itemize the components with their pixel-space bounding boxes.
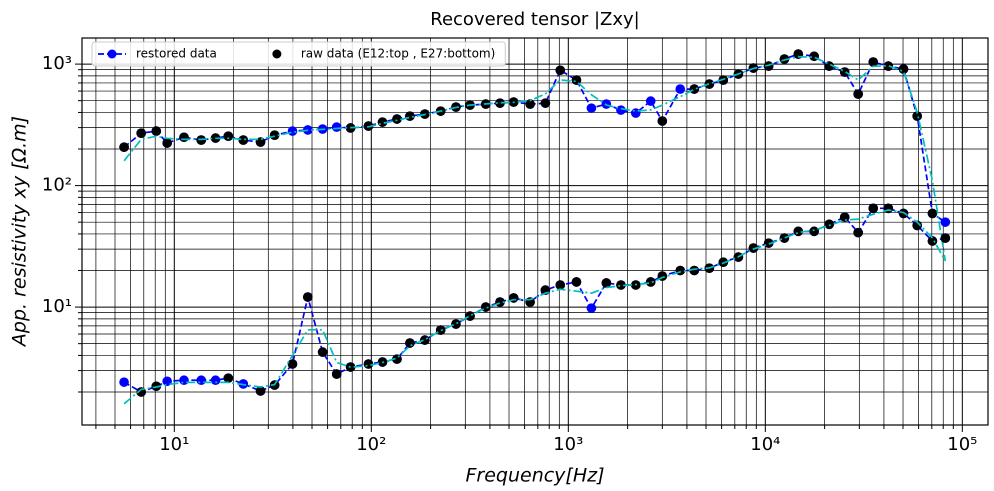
y-tick-label: 10¹	[42, 296, 72, 317]
data-point	[331, 369, 342, 379]
data-point	[420, 335, 430, 345]
data-point	[675, 265, 686, 276]
x-tick-label: 10³	[553, 434, 583, 455]
data-point	[630, 108, 641, 118]
data-point	[912, 220, 922, 231]
x-tick-label: 10⁵	[947, 434, 977, 455]
data-point	[571, 277, 582, 287]
data-point	[525, 99, 535, 109]
legend-marker	[272, 49, 282, 59]
legend-marker	[107, 49, 117, 59]
y-tick-label: 10²	[42, 175, 72, 196]
data-point	[645, 96, 656, 106]
data-point	[405, 338, 415, 348]
data-point	[465, 311, 475, 321]
data-point	[853, 227, 863, 238]
data-point	[824, 219, 835, 230]
data-point	[839, 212, 850, 222]
data-point	[689, 84, 700, 94]
data-point	[868, 203, 879, 214]
data-point	[196, 375, 207, 386]
data-point	[223, 373, 234, 383]
data-point	[940, 217, 951, 227]
data-point	[793, 226, 804, 237]
data-point	[555, 65, 566, 76]
series-line	[123, 55, 947, 262]
data-point	[119, 377, 129, 387]
plot-frame	[81, 37, 989, 426]
data-point	[210, 375, 221, 386]
y-tick-label: 10³	[42, 53, 72, 74]
data-point	[779, 233, 790, 243]
x-axis-label: Frequency[Hz]	[465, 465, 604, 487]
data-point	[616, 280, 626, 290]
data-point	[302, 292, 313, 302]
data-point	[238, 135, 249, 145]
legend: restored data raw data (E12:top , E27:bot…	[91, 41, 506, 67]
data-point	[495, 98, 505, 108]
data-point	[136, 128, 146, 138]
data-point	[927, 208, 938, 219]
data-point	[525, 297, 535, 307]
data-point	[883, 61, 894, 71]
data-point	[540, 98, 551, 108]
data-point	[179, 375, 189, 386]
data-point	[119, 142, 129, 153]
x-tick-label: 10²	[356, 434, 386, 455]
data-point	[255, 386, 266, 396]
data-point	[151, 126, 162, 136]
chart-title: Recovered tensor |Zxy|	[430, 9, 639, 30]
data-point	[586, 303, 597, 313]
data-point	[162, 138, 172, 148]
data-point	[223, 131, 234, 142]
data-point	[179, 132, 189, 143]
data-point	[912, 111, 922, 121]
series-line	[123, 207, 946, 393]
data-point	[616, 105, 626, 115]
data-point	[392, 114, 402, 124]
data-point	[898, 64, 909, 74]
data-point	[675, 84, 686, 94]
data-point	[868, 57, 879, 67]
data-point	[763, 238, 774, 248]
data-point	[317, 347, 328, 357]
y-axis-label: App. resistivity xy [Ω.m]	[9, 116, 31, 348]
legend-box	[91, 41, 506, 67]
data-point	[748, 243, 759, 253]
data-point	[601, 278, 612, 288]
data-point	[689, 265, 700, 276]
data-point	[555, 280, 566, 290]
data-point	[586, 103, 597, 113]
data-point	[853, 89, 863, 99]
data-point	[927, 236, 938, 246]
data-point	[940, 233, 951, 243]
x-tick-label: 10¹	[159, 434, 189, 455]
legend-label: raw data (E12:top , E27:bottom)	[301, 47, 495, 61]
data-point	[451, 319, 461, 329]
series-line	[123, 209, 947, 405]
data-point	[331, 122, 342, 132]
legend-label: restored data	[136, 47, 217, 61]
data-point	[704, 79, 715, 89]
x-tick-label: 10⁴	[750, 434, 780, 455]
data-point	[287, 359, 298, 369]
data-point	[809, 226, 819, 237]
data-point	[657, 116, 668, 126]
data-point	[839, 67, 850, 77]
data-point	[645, 277, 656, 287]
